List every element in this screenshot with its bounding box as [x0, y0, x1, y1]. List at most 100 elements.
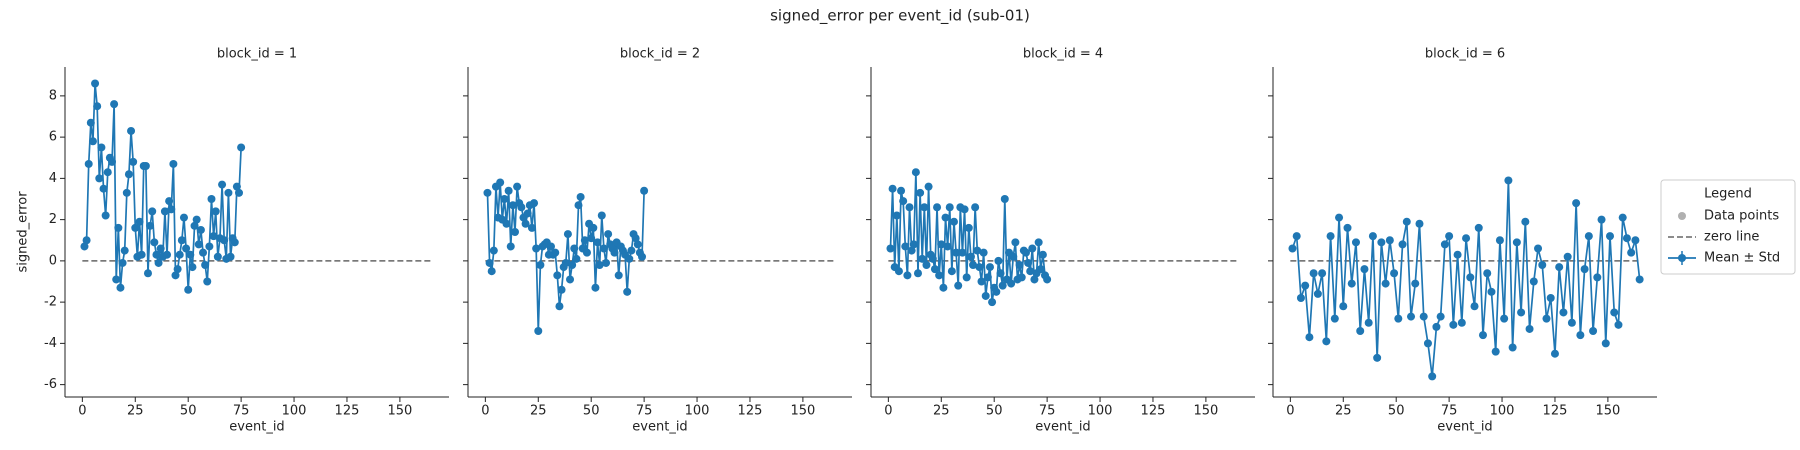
data-point: [1606, 232, 1615, 241]
data-point: [1419, 312, 1428, 321]
data-point: [1622, 234, 1631, 243]
data-point: [1534, 244, 1543, 253]
data-point: [975, 263, 984, 272]
data-point: [1593, 273, 1602, 282]
data-point: [1635, 275, 1644, 284]
data-point: [996, 269, 1005, 278]
legend: Legend Data points zero line Mean ± Std: [1660, 179, 1796, 275]
data-point: [945, 203, 954, 212]
data-point: [589, 223, 598, 232]
data-point: [1563, 252, 1572, 261]
data-point: [952, 248, 961, 257]
data-point: [599, 244, 608, 253]
data-point: [1580, 265, 1589, 274]
data-point: [1415, 219, 1424, 228]
x-tick-label: 100: [685, 404, 710, 419]
data-point: [551, 248, 560, 257]
data-point: [1474, 223, 1483, 232]
data-point: [506, 242, 515, 251]
data-point: [1015, 261, 1024, 269]
data-point: [1305, 333, 1314, 342]
data-point: [602, 258, 611, 267]
data-point: [638, 252, 647, 261]
data-point: [903, 271, 912, 280]
panel-title: block_id = 1: [217, 47, 297, 62]
data-point: [979, 248, 988, 257]
data-point: [169, 159, 178, 168]
data-point: [1487, 287, 1496, 296]
x-tick-label: 100: [1490, 404, 1515, 419]
x-axis-label: event_id: [1437, 420, 1492, 435]
data-point: [205, 242, 214, 251]
data-point: [582, 248, 591, 257]
data-point: [137, 250, 146, 259]
data-point: [143, 269, 152, 278]
data-point: [154, 258, 163, 267]
data-point: [966, 252, 975, 261]
data-point: [237, 143, 246, 152]
data-point: [1381, 279, 1390, 288]
data-point: [901, 242, 910, 251]
data-point: [1440, 240, 1449, 249]
x-tick-label: 50: [180, 404, 197, 419]
data-point: [1034, 238, 1043, 247]
data-point: [973, 246, 982, 255]
data-point: [186, 250, 195, 259]
data-point: [1000, 195, 1009, 203]
data-point: [633, 240, 642, 249]
data-point: [483, 188, 492, 197]
data-point: [561, 258, 570, 267]
data-point: [1043, 275, 1052, 284]
data-point: [203, 277, 212, 286]
data-point: [513, 182, 522, 191]
data-point: [534, 327, 543, 335]
data-point: [167, 205, 176, 214]
x-tick-label: 125: [335, 404, 360, 419]
data-point: [553, 271, 562, 280]
data-point: [112, 275, 121, 284]
x-tick-label: 25: [127, 404, 144, 419]
data-point: [1462, 234, 1471, 243]
data-point: [1601, 339, 1610, 348]
data-point: [1322, 337, 1331, 346]
data-point: [1618, 213, 1627, 222]
data-point: [962, 273, 971, 282]
data-point: [190, 221, 199, 230]
panel-title: block_id = 4: [1023, 47, 1103, 62]
data-point: [1028, 244, 1037, 253]
data-point: [1326, 232, 1335, 241]
data-point: [1017, 273, 1026, 282]
y-tick-label: 4: [49, 171, 57, 186]
data-point: [593, 238, 602, 247]
data-point: [107, 157, 116, 166]
data-point: [504, 186, 513, 195]
data-point: [1368, 232, 1377, 241]
data-point: [894, 267, 903, 276]
data-point: [88, 137, 97, 146]
data-point: [1521, 217, 1530, 226]
data-point: [907, 246, 916, 255]
data-point: [943, 242, 952, 251]
data-point: [905, 203, 914, 212]
data-point: [152, 250, 161, 259]
data-point: [574, 201, 583, 210]
data-point: [496, 178, 505, 187]
data-point: [148, 207, 157, 216]
x-tick-label: 50: [583, 404, 600, 419]
data-point: [1318, 269, 1327, 278]
data-point: [568, 261, 577, 269]
data-point: [527, 223, 536, 232]
data-point: [572, 254, 581, 263]
data-point: [1296, 294, 1305, 302]
data-point: [913, 269, 922, 278]
x-tick-label: 75: [636, 404, 653, 419]
x-tick-label: 75: [1441, 404, 1458, 419]
data-point: [1428, 372, 1437, 381]
data-point: [199, 248, 208, 257]
data-point: [918, 254, 927, 263]
data-point: [1508, 343, 1517, 352]
data-point: [1470, 302, 1479, 311]
data-point: [141, 162, 150, 170]
data-point: [1343, 223, 1352, 232]
data-point: [192, 215, 201, 224]
